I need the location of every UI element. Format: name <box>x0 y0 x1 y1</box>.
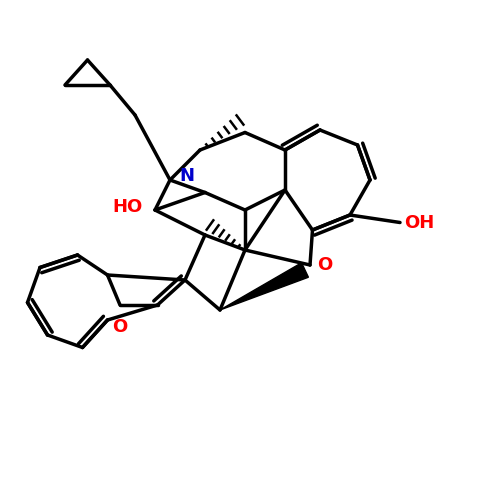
Text: OH: OH <box>404 214 434 232</box>
Text: O: O <box>318 256 333 274</box>
Text: HO: HO <box>112 198 142 216</box>
Text: O: O <box>112 318 128 336</box>
Polygon shape <box>220 263 308 310</box>
Text: N: N <box>179 167 194 185</box>
